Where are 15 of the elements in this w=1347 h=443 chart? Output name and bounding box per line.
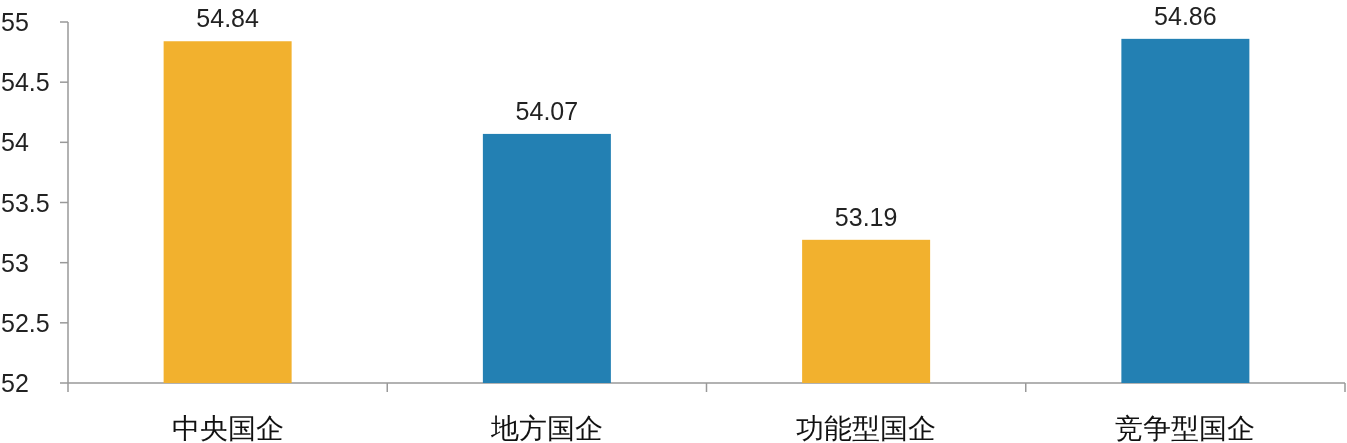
y-tick-label: 54.5 xyxy=(1,68,50,97)
y-tick-label: 55 xyxy=(1,8,29,36)
y-tick-label: 52 xyxy=(1,369,29,397)
x-tick-label: 地方国企 xyxy=(489,413,603,443)
x-tick-label: 中央国企 xyxy=(171,413,284,443)
data-label: 53.19 xyxy=(834,202,898,231)
data-label: 54.84 xyxy=(196,4,259,33)
y-tick-label: 54 xyxy=(1,128,29,157)
data-label: 54.86 xyxy=(1154,1,1217,30)
data-label: 54.07 xyxy=(515,96,579,125)
y-tick-label: 52.5 xyxy=(1,308,50,337)
x-tick-label: 功能型国企 xyxy=(796,413,937,443)
x-tick-label: 竞争型国企 xyxy=(1115,413,1256,443)
y-tick-label: 53.5 xyxy=(1,188,50,217)
y-tick-label: 53 xyxy=(1,248,29,277)
